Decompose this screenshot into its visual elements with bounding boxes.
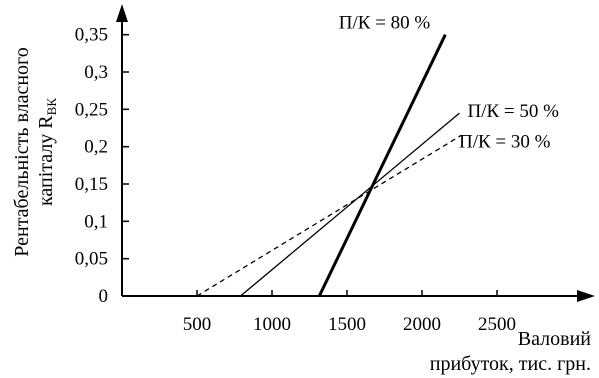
x-axis-arrow [577,290,595,302]
y-axis-title-line1: Рентабельність власного [11,47,33,257]
y-tick-label: 0,3 [84,62,108,83]
x-tick-label: 1000 [253,314,291,335]
x-ticks: 500 1000 1500 2000 2500 [183,290,516,335]
series-line [240,112,460,297]
y-axis-title-line2: капіталу R [35,115,57,206]
x-tick-label: 500 [183,314,212,335]
y-tick-label: 0,35 [75,25,108,46]
y-tick-label: 0 [99,286,109,307]
x-axis-title-line1: Валовий [518,328,592,350]
y-tick-label: 0,15 [75,174,108,195]
y-axis-title: Рентабельність власного [11,47,33,257]
x-axis-title-line2: прибуток, тис. грн. [430,353,591,375]
series-label: П/К = 80 % [339,13,431,34]
series-labels: П/К = 30 % П/К = 50 % П/К = 80 % [339,13,559,153]
y-axis-arrow [116,4,128,22]
series-lines [196,34,462,297]
series-label: П/К = 30 % [459,131,551,152]
series-line [317,34,447,297]
y-tick-label: 0,1 [84,211,108,232]
x-tick-label: 1500 [328,314,366,335]
x-tick-label: 2000 [403,314,441,335]
y-tick-label: 0,05 [75,249,108,270]
y-tick-label: 0,25 [75,99,108,120]
x-tick-label: 2500 [478,314,516,335]
y-ticks: 0 0,05 0,1 0,15 0,2 0,25 0,3 0,35 [75,25,129,307]
y-axis-title-second: капіталу RВК [35,98,59,206]
y-axis-title-subscript: ВК [44,98,59,116]
y-tick-label: 0,2 [84,137,108,158]
series-line [196,134,462,297]
series-label: П/К = 50 % [468,101,560,122]
